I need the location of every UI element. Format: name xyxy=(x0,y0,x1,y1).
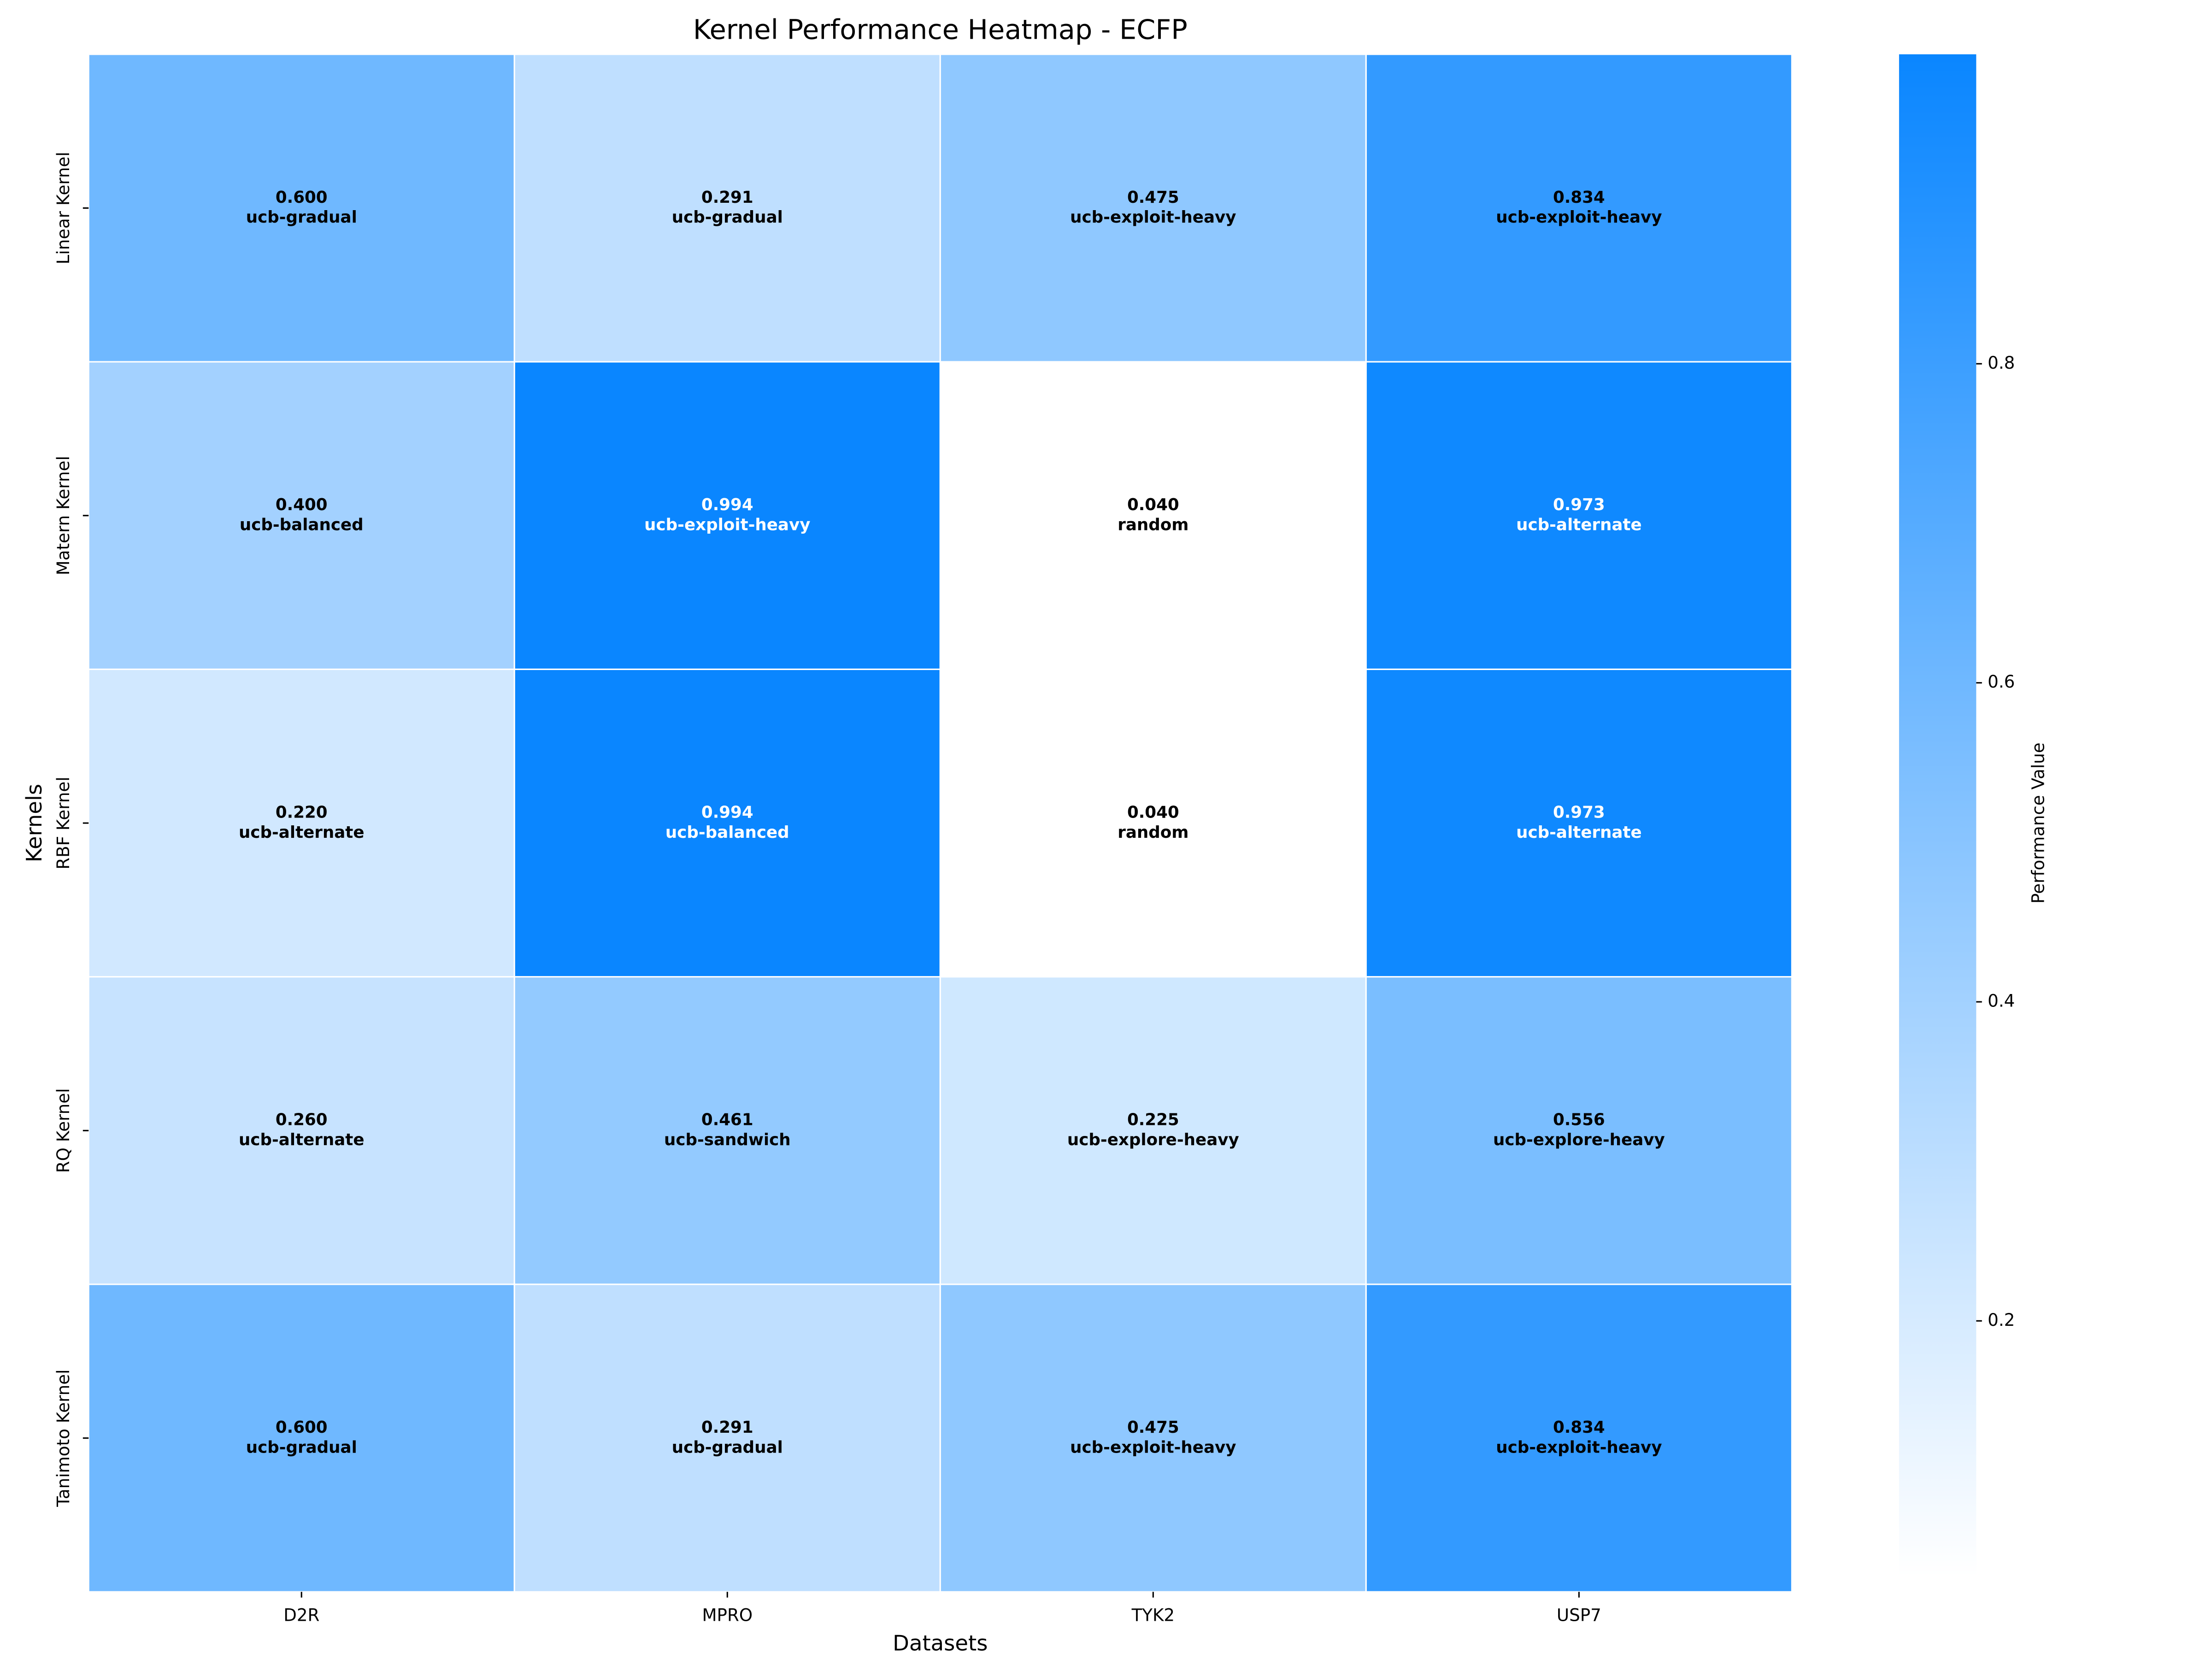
cell-value-label: 0.475 xyxy=(1127,188,1179,207)
cell-annotation: ucb-gradual xyxy=(246,1438,357,1457)
cell-value-label: 0.994 xyxy=(701,803,753,822)
cell-annotation: ucb-balanced xyxy=(240,515,364,534)
heatmap-cell xyxy=(88,361,515,670)
colorbar xyxy=(1899,54,1977,1577)
cell-value-label: 0.260 xyxy=(276,1111,328,1130)
heatmap-cell xyxy=(1365,361,1793,670)
cell-value-label: 0.834 xyxy=(1553,188,1605,207)
cell-annotation: ucb-exploit-heavy xyxy=(644,515,810,534)
colorbar-label: Performance Value xyxy=(2028,742,2048,904)
heatmap-cell xyxy=(88,1283,515,1593)
cell-value-label: 0.556 xyxy=(1553,1111,1605,1130)
colorbar-tick-label: 0.6 xyxy=(1988,671,2015,692)
heatmap-cell xyxy=(513,1283,941,1593)
heatmap-cell xyxy=(1365,976,1793,1285)
heatmap-cell xyxy=(513,976,941,1285)
heatmap-cell xyxy=(939,1283,1367,1593)
cell-annotation: ucb-exploit-heavy xyxy=(1070,208,1236,227)
x-axis-label: Datasets xyxy=(893,1630,988,1655)
y-tick-label: Matern Kernel xyxy=(53,456,73,575)
cell-value-label: 0.291 xyxy=(701,1418,753,1437)
cell-annotation: ucb-alternate xyxy=(1516,823,1642,842)
x-tick-label: MPRO xyxy=(702,1605,753,1625)
cell-value-label: 0.834 xyxy=(1553,1418,1605,1437)
cell-annotation: ucb-explore-heavy xyxy=(1067,1130,1239,1149)
heatmap-cell xyxy=(1365,1283,1793,1593)
y-tick-label: RQ Kernel xyxy=(53,1088,73,1173)
heatmap-cell xyxy=(513,53,941,363)
cell-annotation: ucb-exploit-heavy xyxy=(1070,1438,1236,1457)
heatmap-cell xyxy=(513,361,941,670)
y-tick-label: Linear Kernel xyxy=(53,152,73,264)
cell-value-label: 0.600 xyxy=(276,188,328,207)
colorbar-tick-label: 0.4 xyxy=(1988,990,2015,1011)
cell-annotation: ucb-gradual xyxy=(672,208,783,227)
y-axis-label: Kernels xyxy=(22,784,47,862)
cell-value-label: 0.040 xyxy=(1127,495,1179,514)
cell-value-label: 0.994 xyxy=(701,495,753,514)
y-tick-label: RBF Kernel xyxy=(53,777,73,869)
heatmap-cell xyxy=(1365,668,1793,978)
cell-value-label: 0.040 xyxy=(1127,803,1179,822)
cell-value-label: 0.600 xyxy=(276,1418,328,1437)
colorbar-tick-label: 0.8 xyxy=(1988,353,2015,373)
chart-title: Kernel Performance Heatmap - ECFP xyxy=(693,13,1188,45)
heatmap-cell xyxy=(513,668,941,978)
cell-annotation: ucb-alternate xyxy=(1516,515,1642,534)
heatmap-cell xyxy=(1365,53,1793,363)
heatmap-cell xyxy=(939,361,1367,670)
cell-annotation: ucb-gradual xyxy=(672,1438,783,1457)
cell-annotation: ucb-exploit-heavy xyxy=(1496,208,1662,227)
cell-annotation: ucb-alternate xyxy=(239,1130,365,1149)
x-tick-label: TYK2 xyxy=(1131,1605,1175,1625)
cell-annotation: ucb-sandwich xyxy=(664,1130,791,1149)
cell-value-label: 0.973 xyxy=(1553,495,1605,514)
cell-value-label: 0.291 xyxy=(701,188,753,207)
y-tick-label: Tanimoto Kernel xyxy=(53,1370,73,1507)
cell-value-label: 0.475 xyxy=(1127,1418,1179,1437)
cell-annotation: random xyxy=(1118,515,1188,534)
x-tick-label: USP7 xyxy=(1557,1605,1601,1625)
cell-annotation: ucb-explore-heavy xyxy=(1493,1130,1665,1149)
heatmap-cell xyxy=(88,53,515,363)
cell-value-label: 0.461 xyxy=(701,1111,753,1130)
cell-value-label: 0.225 xyxy=(1127,1111,1179,1130)
cell-annotation: ucb-gradual xyxy=(246,208,357,227)
cell-annotation: ucb-exploit-heavy xyxy=(1496,1438,1662,1457)
cell-annotation: random xyxy=(1118,823,1188,842)
x-tick-label: D2R xyxy=(283,1605,319,1625)
heatmap-cell xyxy=(939,976,1367,1285)
colorbar-tick-label: 0.2 xyxy=(1988,1310,2015,1330)
cell-annotation: ucb-balanced xyxy=(665,823,789,842)
cell-value-label: 0.973 xyxy=(1553,803,1605,822)
cell-annotation: ucb-alternate xyxy=(239,823,365,842)
heatmap-cell xyxy=(939,53,1367,363)
cell-value-label: 0.400 xyxy=(276,495,328,514)
cell-value-label: 0.220 xyxy=(276,803,328,822)
heatmap-cell xyxy=(88,976,515,1285)
